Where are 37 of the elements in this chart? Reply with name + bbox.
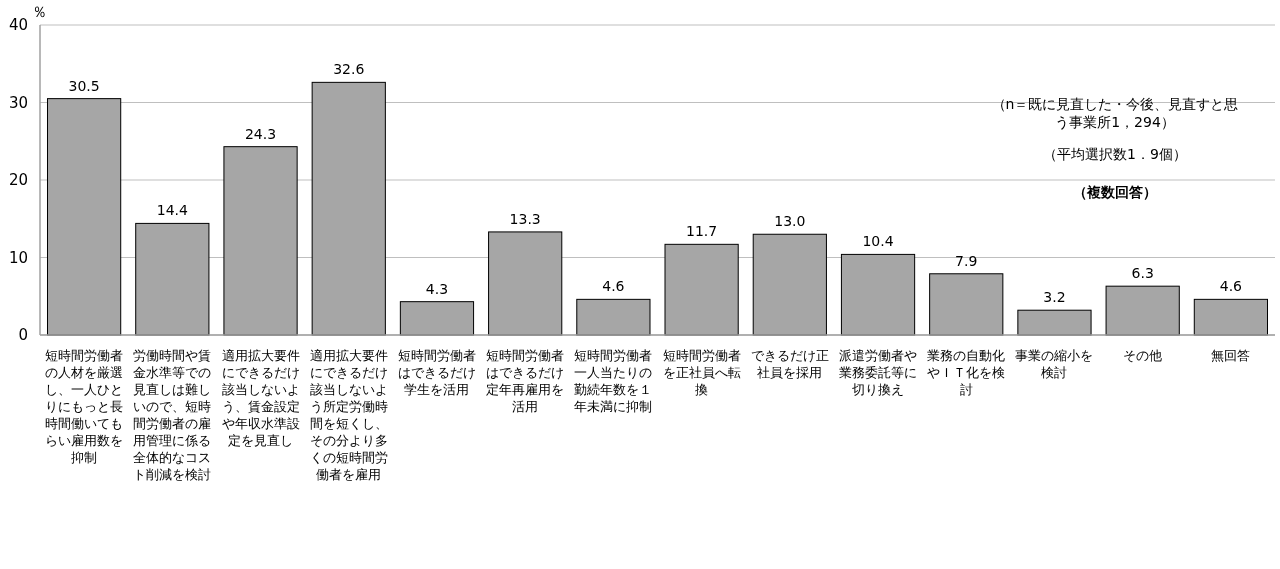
x-tick-label: 短時間労働者を正社員へ転換 — [661, 347, 742, 398]
x-tick-label: 短時間労働者の人材を厳選し、一人ひとりにもっと長時間働いてもらい雇用数を抑制 — [44, 347, 125, 466]
data-label: 4.3 — [425, 280, 449, 297]
data-label: 13.0 — [774, 213, 806, 230]
data-label: 4.6 — [1219, 278, 1243, 295]
x-tick-label: 業務の自動化やＩＴ化を検討 — [926, 347, 1007, 398]
x-tick-label: 労働時間や賃金水準等での見直しは難しいので、短時間労働者の雇用管理に係る全体的なコスト削減を検討 — [132, 347, 213, 483]
x-tick-label: その他 — [1122, 347, 1164, 364]
x-tick-label: 適用拡大要件にできるだけ該当しないよう、賃金設定や年収水準設定を見直し — [220, 347, 301, 449]
data-label: 3.2 — [1043, 289, 1066, 306]
data-label: 32.6 — [333, 61, 365, 78]
x-tick-label: 短時間労働者はできるだけ定年再雇用を活用 — [485, 347, 566, 415]
annotation: （n＝既に見直した・今後、見直すと思う事業所1，294） — [990, 96, 1240, 132]
x-tick-label: 短時間労働者はできるだけ学生を活用 — [396, 347, 477, 398]
x-tick-label: できるだけ正社員を採用 — [749, 347, 830, 381]
data-label: 13.3 — [509, 210, 541, 227]
annotation: （平均選択数1．9個） — [1042, 146, 1188, 164]
data-label: 11.7 — [686, 223, 718, 240]
y-tick-label: 40 — [8, 16, 28, 34]
data-label: 30.5 — [68, 77, 100, 94]
y-tick-label: 0 — [18, 326, 28, 344]
data-label: 6.3 — [1131, 265, 1154, 282]
data-label: 7.9 — [955, 252, 978, 269]
y-tick-label: 10 — [8, 248, 28, 267]
y-axis-title: ％ — [32, 3, 47, 21]
data-label: 24.3 — [244, 125, 277, 142]
annotation: （複数回答） — [1072, 184, 1158, 202]
x-tick-label: 事業の縮小を検討 — [1014, 347, 1095, 381]
y-tick-label: 30 — [8, 93, 28, 112]
x-tick-label: 無回答 — [1210, 347, 1252, 364]
x-tick-label: 適用拡大要件にできるだけ該当しないよう所定労働時間を短くし、その分より多くの短時間労働者を雇用 — [308, 347, 389, 483]
x-tick-label: 短時間労働者一人当たりの勤続年数を１年未満に抑制 — [573, 347, 654, 415]
y-tick-label: 20 — [8, 171, 28, 189]
data-label: 4.6 — [602, 278, 625, 295]
data-label: 10.4 — [862, 233, 894, 250]
data-label: 14.4 — [156, 202, 188, 219]
x-tick-label: 派遣労働者や業務委託等に切り換え — [838, 347, 918, 398]
